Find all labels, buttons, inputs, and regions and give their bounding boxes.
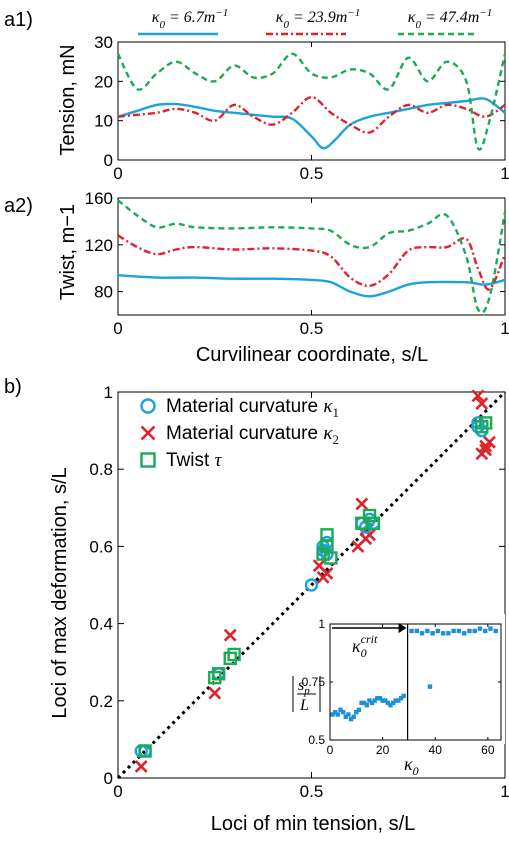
b-ytick-label: 0: [104, 769, 113, 788]
b-ytick-label: 1: [104, 383, 113, 402]
b-inset-background: [322, 614, 505, 744]
b-inset-point: [365, 703, 369, 707]
b-inset-point: [346, 712, 350, 716]
b-inset-ytick-label: 1: [318, 617, 325, 631]
a1-ytick-label: 10: [94, 112, 113, 131]
a1-legend-label-2: κ0 = 23.9m−1: [276, 7, 360, 31]
b-inset-point: [357, 708, 361, 712]
b-inset-point: [467, 629, 471, 633]
b-xtick-label: 0: [113, 782, 122, 801]
panel-b-loci: Loci of max deformation, s/L Loci of min…: [49, 383, 509, 835]
b-point-x: [136, 761, 147, 772]
a1-ytick-label: 20: [94, 72, 113, 91]
b-inset-xtick-label: 60: [481, 743, 495, 757]
b-inset-point: [420, 631, 424, 635]
b-inset-ytick-label: 0.5: [308, 733, 325, 747]
b-inset-point: [494, 629, 498, 633]
b-inset-point: [430, 631, 434, 635]
b-inset-point: [351, 715, 355, 719]
b-ytick-label: 0.4: [89, 615, 113, 634]
b-inset-xlabel: κ0: [404, 754, 419, 778]
b-point-x: [356, 498, 367, 509]
b-inset-point: [336, 712, 340, 716]
b-inset-point: [446, 631, 450, 635]
a2-series-line-1: [118, 275, 505, 296]
b-inset-point: [488, 626, 492, 630]
b-inset-point: [472, 629, 476, 633]
b-inset-xtick-label: 20: [376, 743, 390, 757]
a1-xtick-label: 0.5: [300, 164, 324, 183]
b-inset-point: [451, 629, 455, 633]
panel-a2-twist: Twist, m−1 Curvilinear coordinate, s/L 0…: [57, 189, 509, 366]
b-xlabel: Loci of min tension, s/L: [211, 813, 416, 835]
a1-ytick-label: 0: [104, 151, 113, 170]
a2-xtick-label: 0: [113, 319, 122, 338]
b-ylabel: Loci of max deformation, s/L: [49, 467, 71, 718]
a2-ytick-label: 160: [85, 189, 113, 208]
a2-xtick-label: 0.5: [300, 319, 324, 338]
b-ytick-label: 0.2: [89, 692, 113, 711]
b-ytick-label: 0.8: [89, 460, 113, 479]
b-inset-point: [483, 629, 487, 633]
b-inset-point: [436, 629, 440, 633]
b-xtick-label: 0.5: [300, 782, 324, 801]
a1-xtick-label: 0: [113, 164, 122, 183]
b-inset-point: [478, 626, 482, 630]
b-inset-point: [415, 629, 419, 633]
a1-xtick-label: 1: [500, 164, 509, 183]
panel-label-a1: a1): [4, 9, 33, 31]
a2-ytick-label: 80: [94, 283, 113, 302]
a2-ylabel: Twist, m−1: [57, 204, 79, 300]
b-legend-marker-1: [142, 400, 155, 413]
a1-ylabel: Tension, mN: [57, 44, 79, 155]
b-inset-point: [428, 684, 432, 688]
panel-label-b: b): [4, 376, 22, 398]
a1-legend-label-3: κ0 = 47.4m−1: [408, 7, 492, 31]
b-xtick-label: 1: [500, 782, 509, 801]
b-inset-point: [457, 629, 461, 633]
panel-a1-tension: Tension, mN 0 0.5 10102030κ0 = 6.7m−1 κ0 = …: [57, 7, 509, 183]
panel-label-a2: a2): [4, 195, 33, 217]
b-inset-point: [441, 631, 445, 635]
b-legend-marker-2: [142, 427, 155, 440]
b-inset-point: [409, 629, 413, 633]
b-legend-marker-3: [142, 454, 155, 467]
a2-series-line-3: [118, 200, 505, 312]
a1-ytick-label: 30: [94, 33, 113, 52]
b-inset-point: [425, 629, 429, 633]
b-point-x: [209, 688, 220, 699]
b-legend-label-3: Twist τ: [166, 450, 223, 471]
b-legend-label-2: Material curvature κ2: [166, 423, 339, 447]
b-inset-xtick-label: 40: [429, 743, 443, 757]
b-ytick-label: 0.6: [89, 537, 113, 556]
b-inset-point: [462, 631, 466, 635]
b-point-x: [225, 630, 236, 641]
b-legend-label-1: Material curvature κ1: [166, 396, 339, 420]
a1-legend-label-1: κ0 = 6.7m−1: [152, 7, 228, 31]
b-inset-point: [341, 710, 345, 714]
a2-xtick-label: 1: [500, 319, 509, 338]
a2-xlabel: Curvilinear coordinate, s/L: [196, 344, 428, 366]
b-inset-point: [401, 694, 405, 698]
b-inset-xtick-label: 0: [327, 743, 334, 757]
a1-frame: [118, 42, 505, 160]
a2-ytick-label: 120: [85, 236, 113, 255]
b-inset-ylabel-denominator: L: [299, 697, 309, 714]
